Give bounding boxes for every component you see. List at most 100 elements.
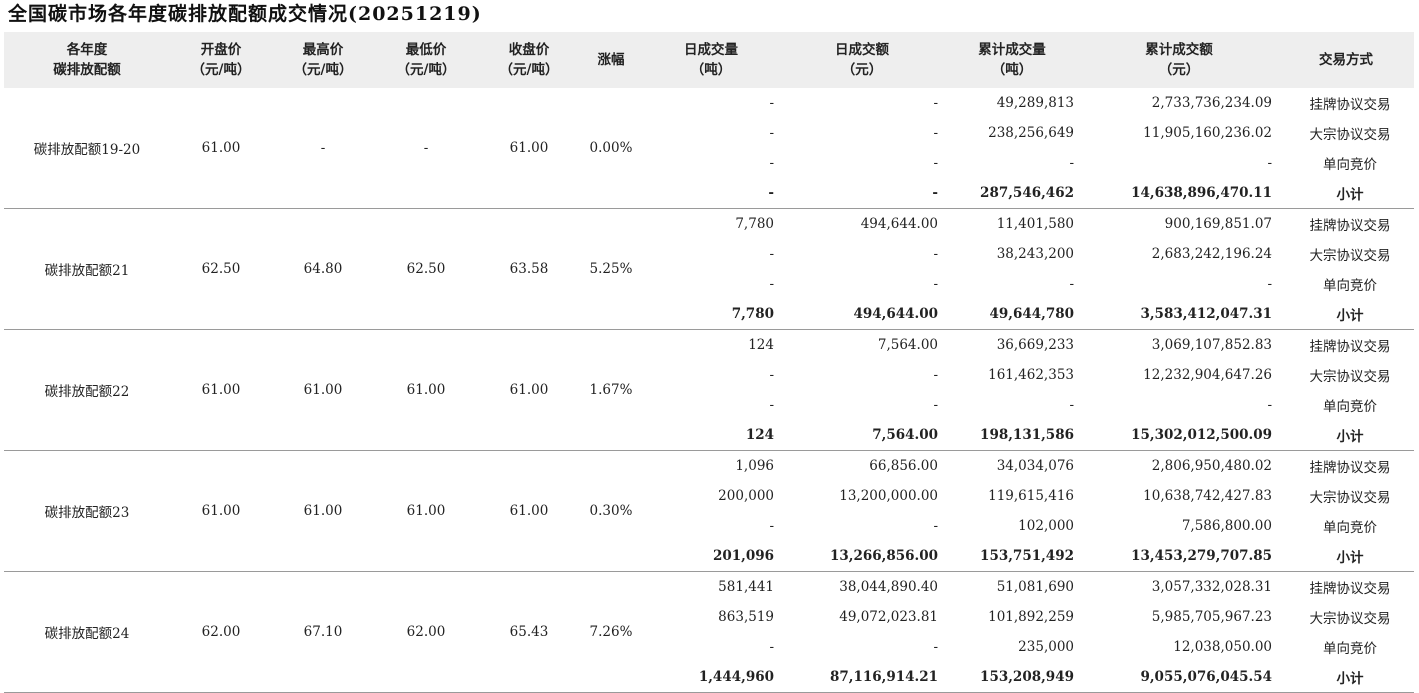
column-header-line: 涨幅 [597, 52, 625, 68]
allowance-name: 碳排放配额23 [4, 450, 170, 572]
change-percent: 1.67% [580, 329, 642, 451]
cumulative-amount: 14,638,896,470.11 [1080, 178, 1278, 209]
cumulative-amount: 12,232,904,647.26 [1143, 367, 1272, 383]
cumulative-amount: 15,302,012,500.09 [1080, 420, 1278, 451]
column-header-line: 最高价 [302, 42, 344, 58]
low-price: - [374, 88, 478, 209]
table-row: 200,000 13,200,000.00 119,615,416 10,638,74… [4, 481, 1414, 511]
daily-amount: 13,200,000.00 [839, 488, 938, 504]
column-header-line: 最低价 [405, 42, 447, 58]
trade-method: 挂牌协议交易 [1309, 460, 1391, 476]
trade-method: 大宗协议交易 [1309, 369, 1391, 385]
daily-volume: - [642, 178, 780, 209]
change-percent: 0.00% [580, 88, 642, 209]
daily-volume: 1,444,960 [642, 662, 780, 693]
column-header-line: 碳排放配额 [53, 62, 121, 78]
column-header-line: 交易方式 [1319, 52, 1373, 68]
cumulative-amount: 5,985,705,967.23 [1151, 609, 1272, 625]
low-price: 62.00 [374, 571, 478, 693]
close-price: 65.43 [478, 571, 580, 693]
close-price: 61.00 [478, 329, 580, 451]
cumulative-volume: 119,615,416 [988, 488, 1074, 504]
table-row: - - - - 单向竞价 [4, 390, 1414, 420]
daily-volume: 124 [748, 337, 774, 353]
allowance-name: 碳排放配额24 [4, 571, 170, 693]
trade-method: 单向竞价 [1323, 278, 1377, 294]
trade-method: 小计 [1278, 541, 1414, 572]
daily-volume: 863,519 [718, 609, 774, 625]
trade-method: 挂牌协议交易 [1309, 581, 1391, 597]
column-header: 各年度 碳排放配额 [4, 32, 170, 88]
column-header-line: （元/吨） [499, 62, 559, 78]
cumulative-amount: 900,169,851.07 [1164, 216, 1272, 232]
cumulative-volume: 153,208,949 [944, 662, 1080, 693]
cumulative-volume: 161,462,353 [988, 367, 1074, 383]
trade-method: 小计 [1278, 178, 1414, 209]
column-header: 交易方式 [1278, 32, 1414, 88]
cumulative-volume: - [1069, 155, 1074, 171]
cumulative-volume: 34,034,076 [996, 458, 1074, 474]
open-price: 61.00 [170, 329, 272, 451]
open-price: 62.50 [170, 208, 272, 330]
daily-volume: - [769, 246, 774, 262]
table-row: 碳排放配额19-20 61.00- -61.00 0.00% - -49,289,813 2… [4, 88, 1414, 209]
low-price: 61.00 [374, 329, 478, 451]
column-header: 最低价 （元/吨） [374, 32, 478, 88]
trade-method: 大宗协议交易 [1309, 611, 1391, 627]
daily-volume: - [769, 95, 774, 111]
cumulative-amount: - [1267, 155, 1272, 171]
cumulative-amount: 12,038,050.00 [1173, 639, 1272, 655]
column-header: 开盘价 （元/吨） [170, 32, 272, 88]
daily-amount: - [933, 95, 938, 111]
trade-method: 挂牌协议交易 [1309, 339, 1391, 355]
trade-method: 小计 [1278, 420, 1414, 451]
daily-amount: - [933, 518, 938, 534]
cumulative-amount: 9,055,076,045.54 [1080, 662, 1278, 693]
daily-volume: - [769, 397, 774, 413]
allowance-name: 碳排放配额21 [4, 208, 170, 330]
daily-amount: 87,116,914.21 [780, 662, 944, 693]
column-header: 涨幅 [580, 32, 642, 88]
daily-amount: 7,564.00 [877, 337, 938, 353]
cumulative-volume: 238,256,649 [988, 125, 1074, 141]
table-row: - - 38,243,200 2,683,242,196.24 大宗协议交易 [4, 239, 1414, 269]
cumulative-amount: 13,453,279,707.85 [1080, 541, 1278, 572]
column-header-line: 累计成交量 [978, 42, 1046, 58]
cumulative-amount: 2,733,736,234.09 [1151, 95, 1272, 111]
page-title: 全国碳市场各年度碳排放配额成交情况(20251219) [8, 3, 482, 25]
change-percent: 5.25% [580, 208, 642, 330]
column-header-line: 日成交额 [835, 42, 889, 58]
table-row: 碳排放配额21 62.50 64.80 62.50 63.58 5.25% 7,780 494… [4, 208, 1414, 330]
change-percent: 0.30% [580, 450, 642, 572]
high-price: 61.00 [272, 329, 374, 451]
daily-volume: - [769, 367, 774, 383]
cumulative-volume: 49,289,813 [996, 95, 1074, 111]
cumulative-amount: - [1267, 397, 1272, 413]
column-header-line: （元） [1158, 62, 1200, 78]
table-row: - - 161,462,353 12,232,904,647.26 大宗协议交易 [4, 360, 1414, 390]
trade-method: 单向竞价 [1323, 520, 1377, 536]
cumulative-amount: 7,586,800.00 [1181, 518, 1272, 534]
table-row: 碳排放配额22 61.00 61.00 61.00 61.00 1.67% 124 7,564… [4, 329, 1414, 451]
close-price: 61.00 [478, 450, 580, 572]
column-header-line: （元/吨） [396, 62, 456, 78]
daily-amount: - [933, 246, 938, 262]
table-row: - -287,546,462 14,638,896,470.11 小计 [4, 178, 1414, 209]
daily-amount: 38,044,890.40 [839, 579, 938, 595]
daily-amount: - [933, 639, 938, 655]
table-row: 863,519 49,072,023.81 101,892,259 5,985,705… [4, 602, 1414, 632]
daily-volume: - [769, 125, 774, 141]
open-price: 61.00 [170, 88, 272, 209]
column-header: 累计成交额 （元） [1080, 32, 1278, 88]
daily-amount: 494,644.00 [860, 216, 938, 232]
trade-method: 大宗协议交易 [1309, 490, 1391, 506]
table-row: - - 102,000 7,586,800.00 单向竞价 [4, 511, 1414, 541]
cumulative-volume: 287,546,462 [944, 178, 1080, 209]
trade-method: 单向竞价 [1323, 641, 1377, 657]
trade-method: 小计 [1278, 662, 1414, 693]
high-price: 61.00 [272, 450, 374, 572]
table-row: - - 238,256,649 11,905,160,236.02 大宗协议交易 [4, 118, 1414, 148]
daily-amount: 7,564.00 [780, 420, 944, 451]
cumulative-volume: 49,644,780 [944, 299, 1080, 330]
cumulative-volume: 198,131,586 [944, 420, 1080, 451]
